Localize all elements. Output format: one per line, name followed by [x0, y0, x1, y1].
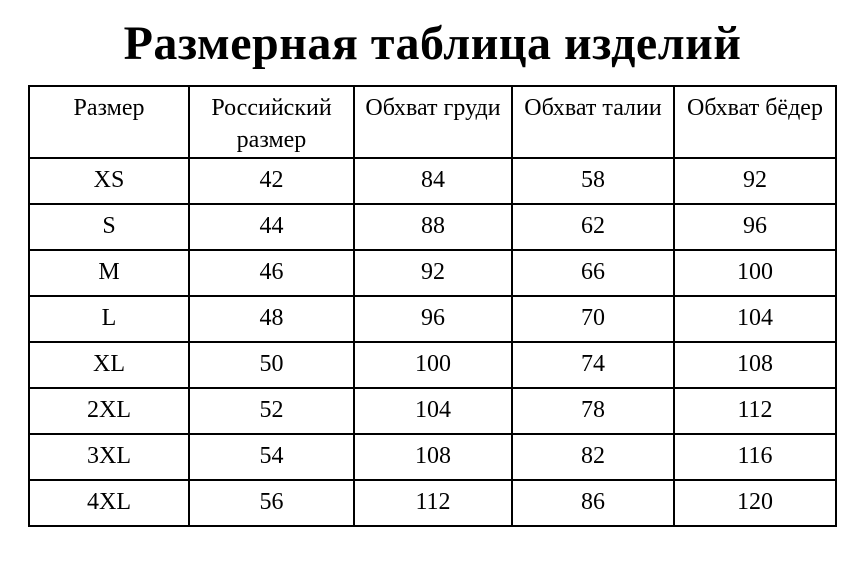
cell-size: 2XL	[28, 386, 190, 435]
cell-hips: 96	[673, 202, 837, 251]
column-header-russian-size: Российский размер	[188, 84, 355, 159]
cell-waist: 66	[511, 248, 675, 297]
cell-russian-size: 42	[188, 156, 355, 205]
cell-chest: 84	[353, 156, 513, 205]
table-row: S 44 88 62 96	[28, 202, 837, 251]
table-row: 2XL 52 104 78 112	[28, 386, 837, 435]
cell-russian-size: 50	[188, 340, 355, 389]
column-header-hips: Обхват бёдер	[673, 84, 837, 159]
table-row: L 48 96 70 104	[28, 294, 837, 343]
header-row: Размер Российский размер Обхват груди Об…	[28, 84, 837, 159]
cell-waist: 70	[511, 294, 675, 343]
cell-russian-size: 44	[188, 202, 355, 251]
table-row: 4XL 56 112 86 120	[28, 478, 837, 527]
cell-hips: 104	[673, 294, 837, 343]
cell-hips: 112	[673, 386, 837, 435]
cell-hips: 116	[673, 432, 837, 481]
cell-chest: 96	[353, 294, 513, 343]
cell-size: S	[28, 202, 190, 251]
cell-hips: 120	[673, 478, 837, 527]
cell-hips: 92	[673, 156, 837, 205]
size-table: Размер Российский размер Обхват груди Об…	[28, 84, 837, 527]
cell-waist: 74	[511, 340, 675, 389]
cell-chest: 112	[353, 478, 513, 527]
table-row: XS 42 84 58 92	[28, 156, 837, 205]
cell-russian-size: 46	[188, 248, 355, 297]
cell-russian-size: 48	[188, 294, 355, 343]
cell-chest: 88	[353, 202, 513, 251]
cell-size: 4XL	[28, 478, 190, 527]
column-header-chest: Обхват груди	[353, 84, 513, 159]
cell-size: L	[28, 294, 190, 343]
cell-chest: 100	[353, 340, 513, 389]
table-row: 3XL 54 108 82 116	[28, 432, 837, 481]
cell-size: XS	[28, 156, 190, 205]
cell-waist: 78	[511, 386, 675, 435]
cell-waist: 82	[511, 432, 675, 481]
cell-waist: 86	[511, 478, 675, 527]
cell-chest: 92	[353, 248, 513, 297]
cell-size: XL	[28, 340, 190, 389]
cell-hips: 108	[673, 340, 837, 389]
table-row: M 46 92 66 100	[28, 248, 837, 297]
cell-size: M	[28, 248, 190, 297]
cell-russian-size: 54	[188, 432, 355, 481]
column-header-waist: Обхват талии	[511, 84, 675, 159]
cell-chest: 104	[353, 386, 513, 435]
table-row: XL 50 100 74 108	[28, 340, 837, 389]
cell-waist: 58	[511, 156, 675, 205]
cell-size: 3XL	[28, 432, 190, 481]
cell-russian-size: 56	[188, 478, 355, 527]
cell-hips: 100	[673, 248, 837, 297]
cell-russian-size: 52	[188, 386, 355, 435]
cell-chest: 108	[353, 432, 513, 481]
page-title: Размерная таблица изделий	[123, 17, 742, 70]
cell-waist: 62	[511, 202, 675, 251]
column-header-size: Размер	[28, 84, 190, 159]
